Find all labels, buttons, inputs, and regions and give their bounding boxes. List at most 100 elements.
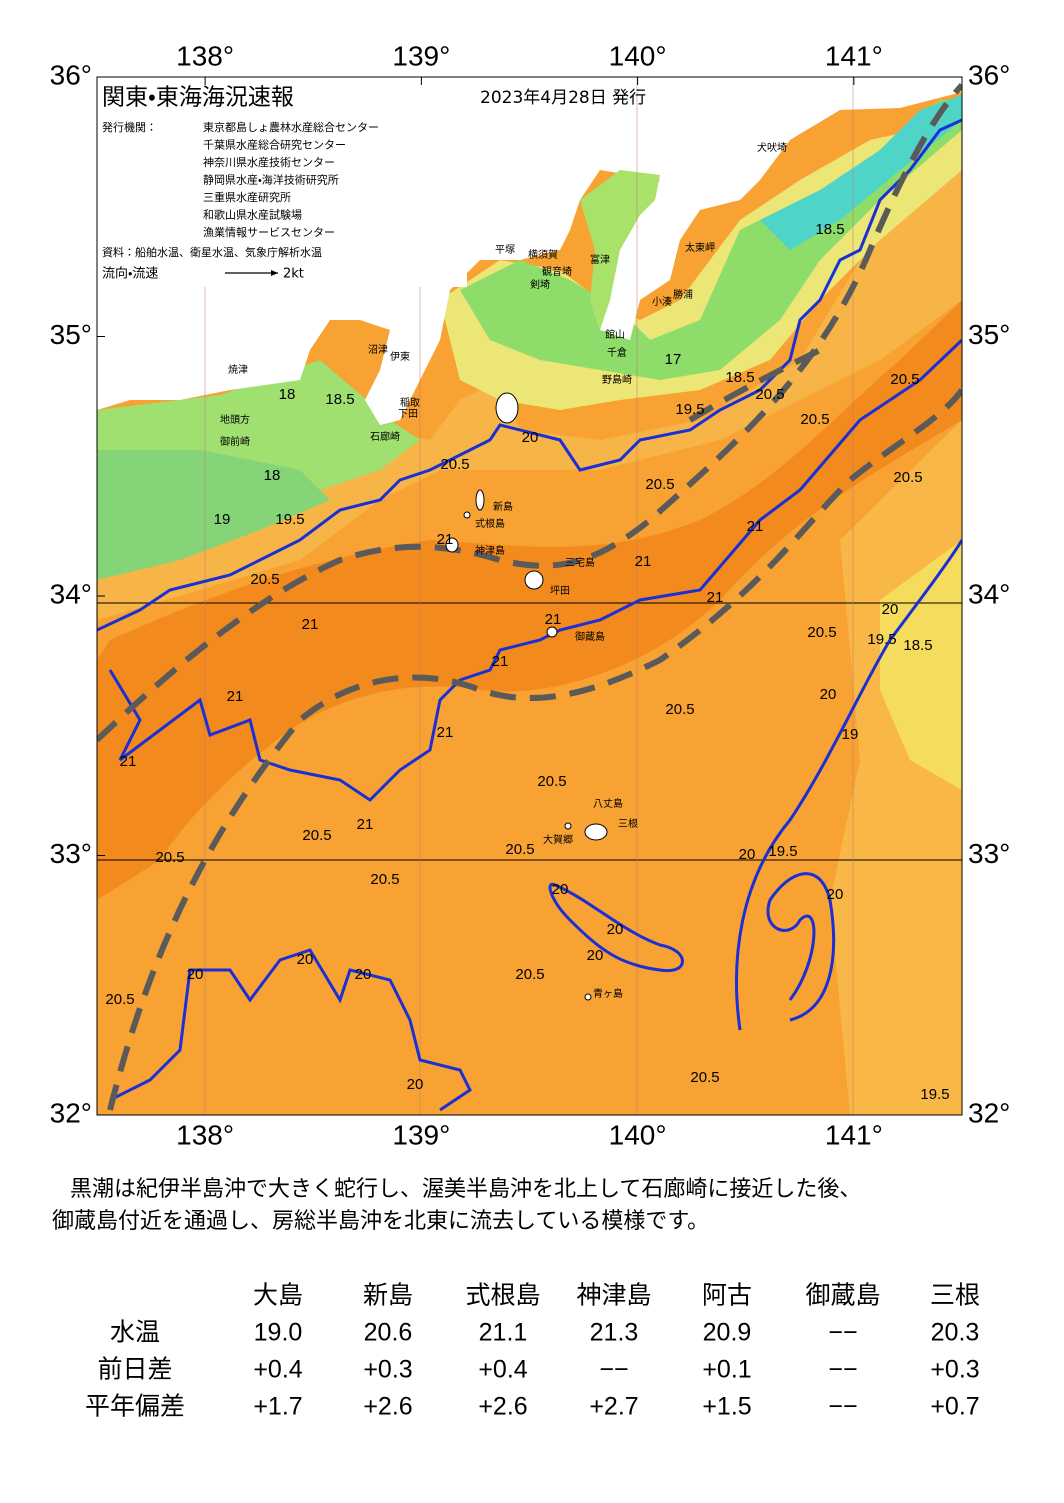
description-line: 御蔵島付近を通過し、房総半島沖を北東に流去している模様です。 (52, 1209, 709, 1234)
contour-label: 20 (820, 686, 837, 703)
contour-label: 20.5 (800, 411, 829, 428)
place-name: 地頭方 (220, 413, 250, 426)
place-name: 勝浦 (673, 288, 693, 301)
place-name: 伊東 (390, 350, 410, 363)
table-cell: +0.4 (478, 1356, 527, 1384)
sea-zone (760, 95, 962, 250)
island (524, 570, 544, 590)
place-name: 横須賀 (528, 248, 558, 261)
table-column-header: 三根 (930, 1282, 980, 1310)
isotherm (109, 948, 472, 1112)
table-row-label: 平年偏差 (85, 1393, 185, 1421)
lat-label-right: 32° (968, 1097, 1010, 1128)
place-name: 新島 (493, 500, 513, 513)
contour-label: 20.5 (893, 469, 922, 486)
table-column-header: 新島 (363, 1282, 413, 1310)
island (564, 822, 572, 830)
contour-label: 21 (302, 616, 319, 633)
place-name: 剣埼 (530, 278, 550, 291)
island (584, 823, 608, 841)
contour-label: 21 (357, 816, 374, 833)
contour-label: 18.5 (903, 637, 932, 654)
lat-label-right: 35° (968, 319, 1010, 350)
table-cell: 20.3 (931, 1319, 980, 1347)
contour-label: 20 (297, 951, 314, 968)
place-name: 稲取 (400, 397, 420, 409)
contour-label: 20 (552, 881, 569, 898)
table-column-header: 式根島 (465, 1282, 540, 1310)
contour-label: 20 (187, 966, 204, 983)
place-name: 三宅島 (565, 556, 595, 569)
contour-label: 21 (635, 553, 652, 570)
contour-label: 18.5 (325, 391, 354, 408)
lon-label-bottom: 138° (176, 1119, 234, 1150)
island (445, 537, 459, 553)
place-name: 千倉 (607, 347, 627, 359)
flow-scale: 2kt (283, 267, 304, 282)
contour-label: 20.5 (515, 966, 544, 983)
contour-label: 17 (665, 351, 682, 368)
table-cell: +0.7 (930, 1393, 979, 1421)
place-name: 小湊 (652, 295, 672, 308)
contour-label: 20.5 (370, 871, 399, 888)
table-cell: −− (828, 1319, 857, 1347)
sea-zone (97, 450, 330, 580)
place-name: 太東岬 (685, 241, 715, 254)
place-name: 御前崎 (220, 435, 250, 448)
isotherm (548, 882, 684, 973)
place-name: 式根島 (475, 517, 505, 530)
contour-label: 20.5 (890, 371, 919, 388)
lat-label-left: 36° (50, 59, 92, 90)
place-name: 三根 (618, 817, 638, 830)
contour-label: 20.5 (302, 827, 331, 844)
contour-label: 21 (545, 611, 562, 628)
contour-label: 21 (747, 518, 764, 535)
contour-label: 20.5 (505, 841, 534, 858)
place-name: 富津 (590, 253, 610, 266)
contour-label: 20 (739, 846, 756, 863)
flow-arrowhead (271, 270, 278, 276)
table-cell: +2.6 (478, 1393, 527, 1421)
table-column-header: 御蔵島 (805, 1282, 880, 1310)
issuer: 千葉県水産総合研究センター (203, 138, 346, 152)
description-line: 黒潮は紀伊半島沖で大きく蛇行し、渥美半島沖を北上して石廊崎に接近した後、 (70, 1177, 861, 1202)
island (475, 489, 485, 511)
contour-label: 20.5 (105, 991, 134, 1008)
map-area: 焼津地頭方御前崎沼津伊東稲取下田石廊崎小田原平塚横須賀観音埼富津剣埼館山千倉野島… (97, 77, 962, 1115)
issuer-label: 発行機関： (102, 120, 157, 134)
table-column-header: 神津島 (576, 1282, 651, 1310)
kuroshio-axis (97, 82, 962, 1111)
sea-zone (97, 300, 962, 900)
contour-label: 20.5 (250, 571, 279, 588)
place-name: 野島崎 (602, 373, 632, 386)
lon-label-bottom: 139° (392, 1119, 450, 1150)
isotherm (766, 872, 836, 1022)
place-name: 石廊崎 (370, 430, 400, 443)
table-cell: +1.7 (253, 1393, 302, 1421)
place-name: 平塚 (495, 244, 515, 256)
lat-label-right: 33° (968, 838, 1010, 869)
table-cell: 20.9 (703, 1319, 752, 1347)
place-name: 犬吠埼 (757, 141, 787, 154)
contour-label: 20 (607, 921, 624, 938)
table-row-label: 前日差 (97, 1356, 172, 1384)
contour-label: 20 (522, 429, 539, 446)
header-panel (97, 77, 467, 287)
place-name: 青ヶ島 (593, 987, 623, 1000)
table-cell: +0.1 (702, 1356, 751, 1384)
place-name: 大賀郷 (543, 833, 573, 846)
contour-label: 20.5 (807, 624, 836, 641)
sea-zone (580, 170, 660, 330)
axis-line (107, 388, 962, 1111)
table-cell: −− (828, 1356, 857, 1384)
contour-label: 20.5 (690, 1069, 719, 1086)
issuer-list: 東京都島しょ農林水産総合センター千葉県水産総合研究センター神奈川県水産技術センタ… (203, 120, 379, 239)
table-row-label: 水温 (110, 1319, 160, 1347)
table-cell: 21.3 (590, 1319, 639, 1347)
contour-label: 18.5 (725, 369, 754, 386)
lat-label-left: 32° (50, 1097, 92, 1128)
contour-label: 21 (227, 688, 244, 705)
place-name: 下田 (398, 409, 418, 420)
contour-label: 21 (492, 653, 509, 670)
place-name: 沼津 (368, 343, 388, 356)
